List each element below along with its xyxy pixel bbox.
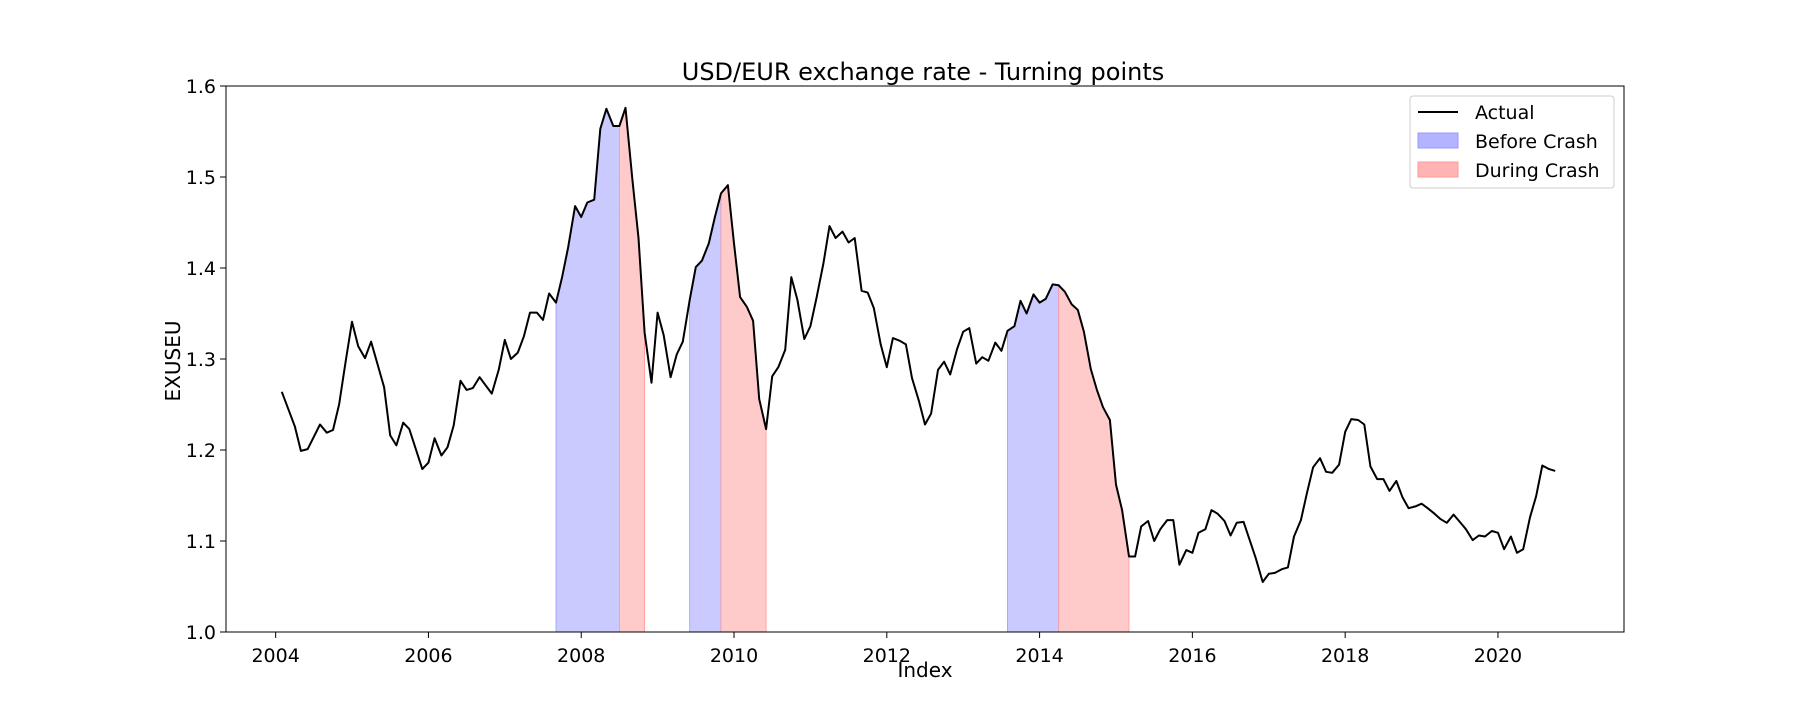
legend-label-during-crash: During Crash: [1475, 160, 1600, 182]
y-tick-label: 1.0: [186, 622, 216, 644]
before-crash-region-4: [1007, 283, 1060, 633]
x-tick-label: 2020: [1474, 645, 1522, 667]
before-crash-region-0: [555, 107, 620, 633]
x-axis-label: Index: [897, 658, 952, 682]
y-tick-label: 1.4: [186, 258, 216, 280]
series-line-actual: [280, 106, 1556, 583]
y-axis: 1.0 1.1 1.2 1.3 1.4 1.5 1.6: [186, 76, 226, 644]
y-tick-label: 1.1: [186, 531, 216, 553]
y-tick-label: 1.3: [186, 349, 216, 371]
y-tick-label: 1.5: [186, 167, 216, 189]
legend-label-before-crash: Before Crash: [1475, 131, 1598, 153]
x-tick-label: 2010: [710, 645, 758, 667]
y-tick-label: 1.6: [186, 76, 216, 98]
x-tick-label: 2004: [251, 645, 299, 667]
series-line-group: [280, 106, 1556, 583]
legend-swatch-during-crash: [1417, 161, 1459, 178]
chart-title: USD/EUR exchange rate - Turning points: [682, 58, 1164, 86]
legend-label-actual: Actual: [1475, 102, 1535, 124]
shaded-regions: [555, 107, 1130, 633]
x-tick-label: 2014: [1015, 645, 1063, 667]
y-tick-label: 1.2: [186, 440, 216, 462]
before-crash-region-2: [689, 193, 722, 633]
during-crash-region-3: [720, 184, 767, 633]
x-tick-label: 2006: [404, 645, 452, 667]
y-axis-label: EXUSEU: [161, 321, 185, 402]
x-axis: 2004 2006 2008 2010 2012 2014 2016 2018 2020: [251, 632, 1522, 667]
legend-box: [1409, 95, 1615, 189]
x-tick-label: 2018: [1321, 645, 1369, 667]
legend-swatch-before-crash: [1417, 132, 1459, 149]
x-tick-label: 2012: [863, 645, 911, 667]
during-crash-region-5: [1058, 284, 1130, 633]
x-tick-label: 2016: [1168, 645, 1216, 667]
legend: Actual Before Crash During Crash: [1409, 95, 1615, 189]
x-tick-label: 2008: [557, 645, 605, 667]
during-crash-region-1: [619, 107, 645, 633]
